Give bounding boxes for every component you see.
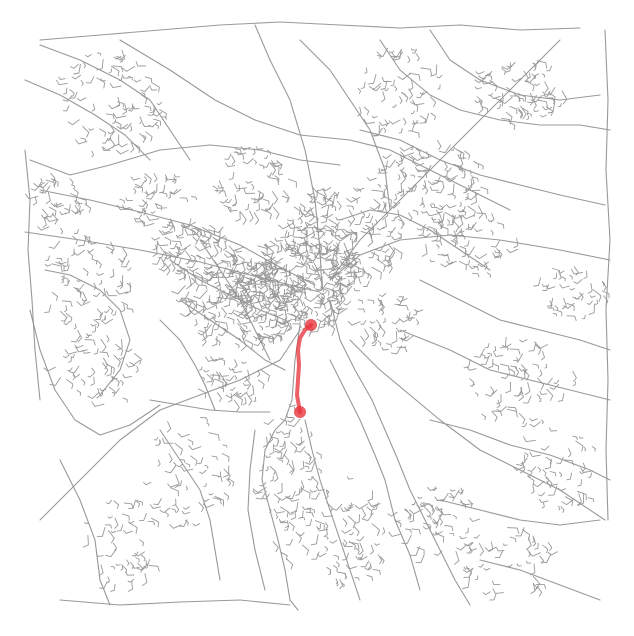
highway-east-ring <box>359 129 606 206</box>
road-north-east-1 <box>379 39 611 131</box>
lake-inner-east-road <box>329 359 421 591</box>
artery-long-west <box>149 399 271 413</box>
artery-southeast <box>349 339 606 521</box>
road-east-hill-2 <box>399 329 611 401</box>
road-southeast-2 <box>479 559 601 601</box>
road-south-edge <box>59 599 291 606</box>
city-center-grid <box>151 187 405 352</box>
dense-street-grid <box>25 47 610 601</box>
lake-east-shore-road <box>329 299 471 606</box>
road-west-loop <box>44 269 131 396</box>
road-north-mid <box>299 39 391 211</box>
artery-west <box>24 231 321 293</box>
lake-inner-west-road <box>304 419 361 601</box>
suburb-grid <box>25 47 610 601</box>
road-uetliberg <box>159 319 216 411</box>
road-southwest-ridge <box>159 429 221 581</box>
road-north-west-1 <box>39 44 191 161</box>
route-layer <box>294 319 317 418</box>
road-east-hill-1 <box>419 279 611 351</box>
road-east-edge <box>604 29 611 521</box>
road-adliswil-valley <box>247 429 266 591</box>
road-west-edge <box>24 149 41 401</box>
route-start-marker[interactable] <box>305 319 317 331</box>
highway-west-curve <box>29 309 161 436</box>
artery-southwest <box>39 329 301 521</box>
road-central-west-grid <box>169 259 286 321</box>
highway-north-ring <box>119 39 511 211</box>
highway-northwest <box>29 144 341 176</box>
route-line <box>295 323 313 414</box>
road-southeast-1 <box>439 499 601 526</box>
route-end-marker[interactable] <box>294 406 306 418</box>
lake-west-shore-road <box>261 324 301 611</box>
road-east-hill-3 <box>429 419 611 481</box>
road-top-edge <box>39 21 581 41</box>
